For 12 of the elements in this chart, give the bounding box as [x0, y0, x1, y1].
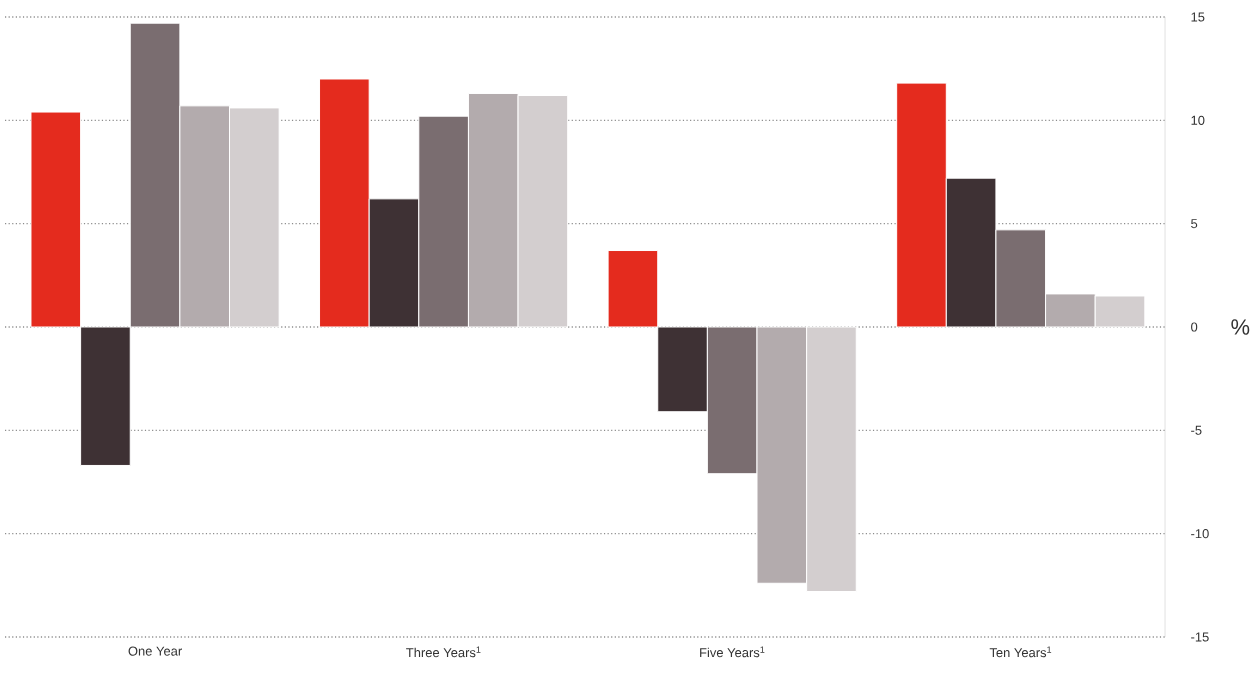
y-axis-title: % — [1231, 319, 1250, 335]
x-tick-label: Three Years$^{1}$ — [406, 646, 481, 658]
y-tick-label: -15 — [1191, 632, 1209, 642]
y-tick-label: 0 — [1191, 322, 1198, 332]
y-tick-label: -10 — [1191, 529, 1209, 539]
y-tick-label: 10 — [1191, 115, 1205, 125]
x-tick-label: One Year — [128, 646, 182, 656]
y-tick-label: -5 — [1191, 425, 1202, 435]
x-tick-label: Ten Years$^{1}$ — [989, 646, 1052, 658]
x-tick-label: Five Years$^{1}$ — [700, 646, 765, 658]
y-tick-label: 5 — [1191, 219, 1198, 229]
y-tick-label: 15 — [1191, 12, 1205, 22]
